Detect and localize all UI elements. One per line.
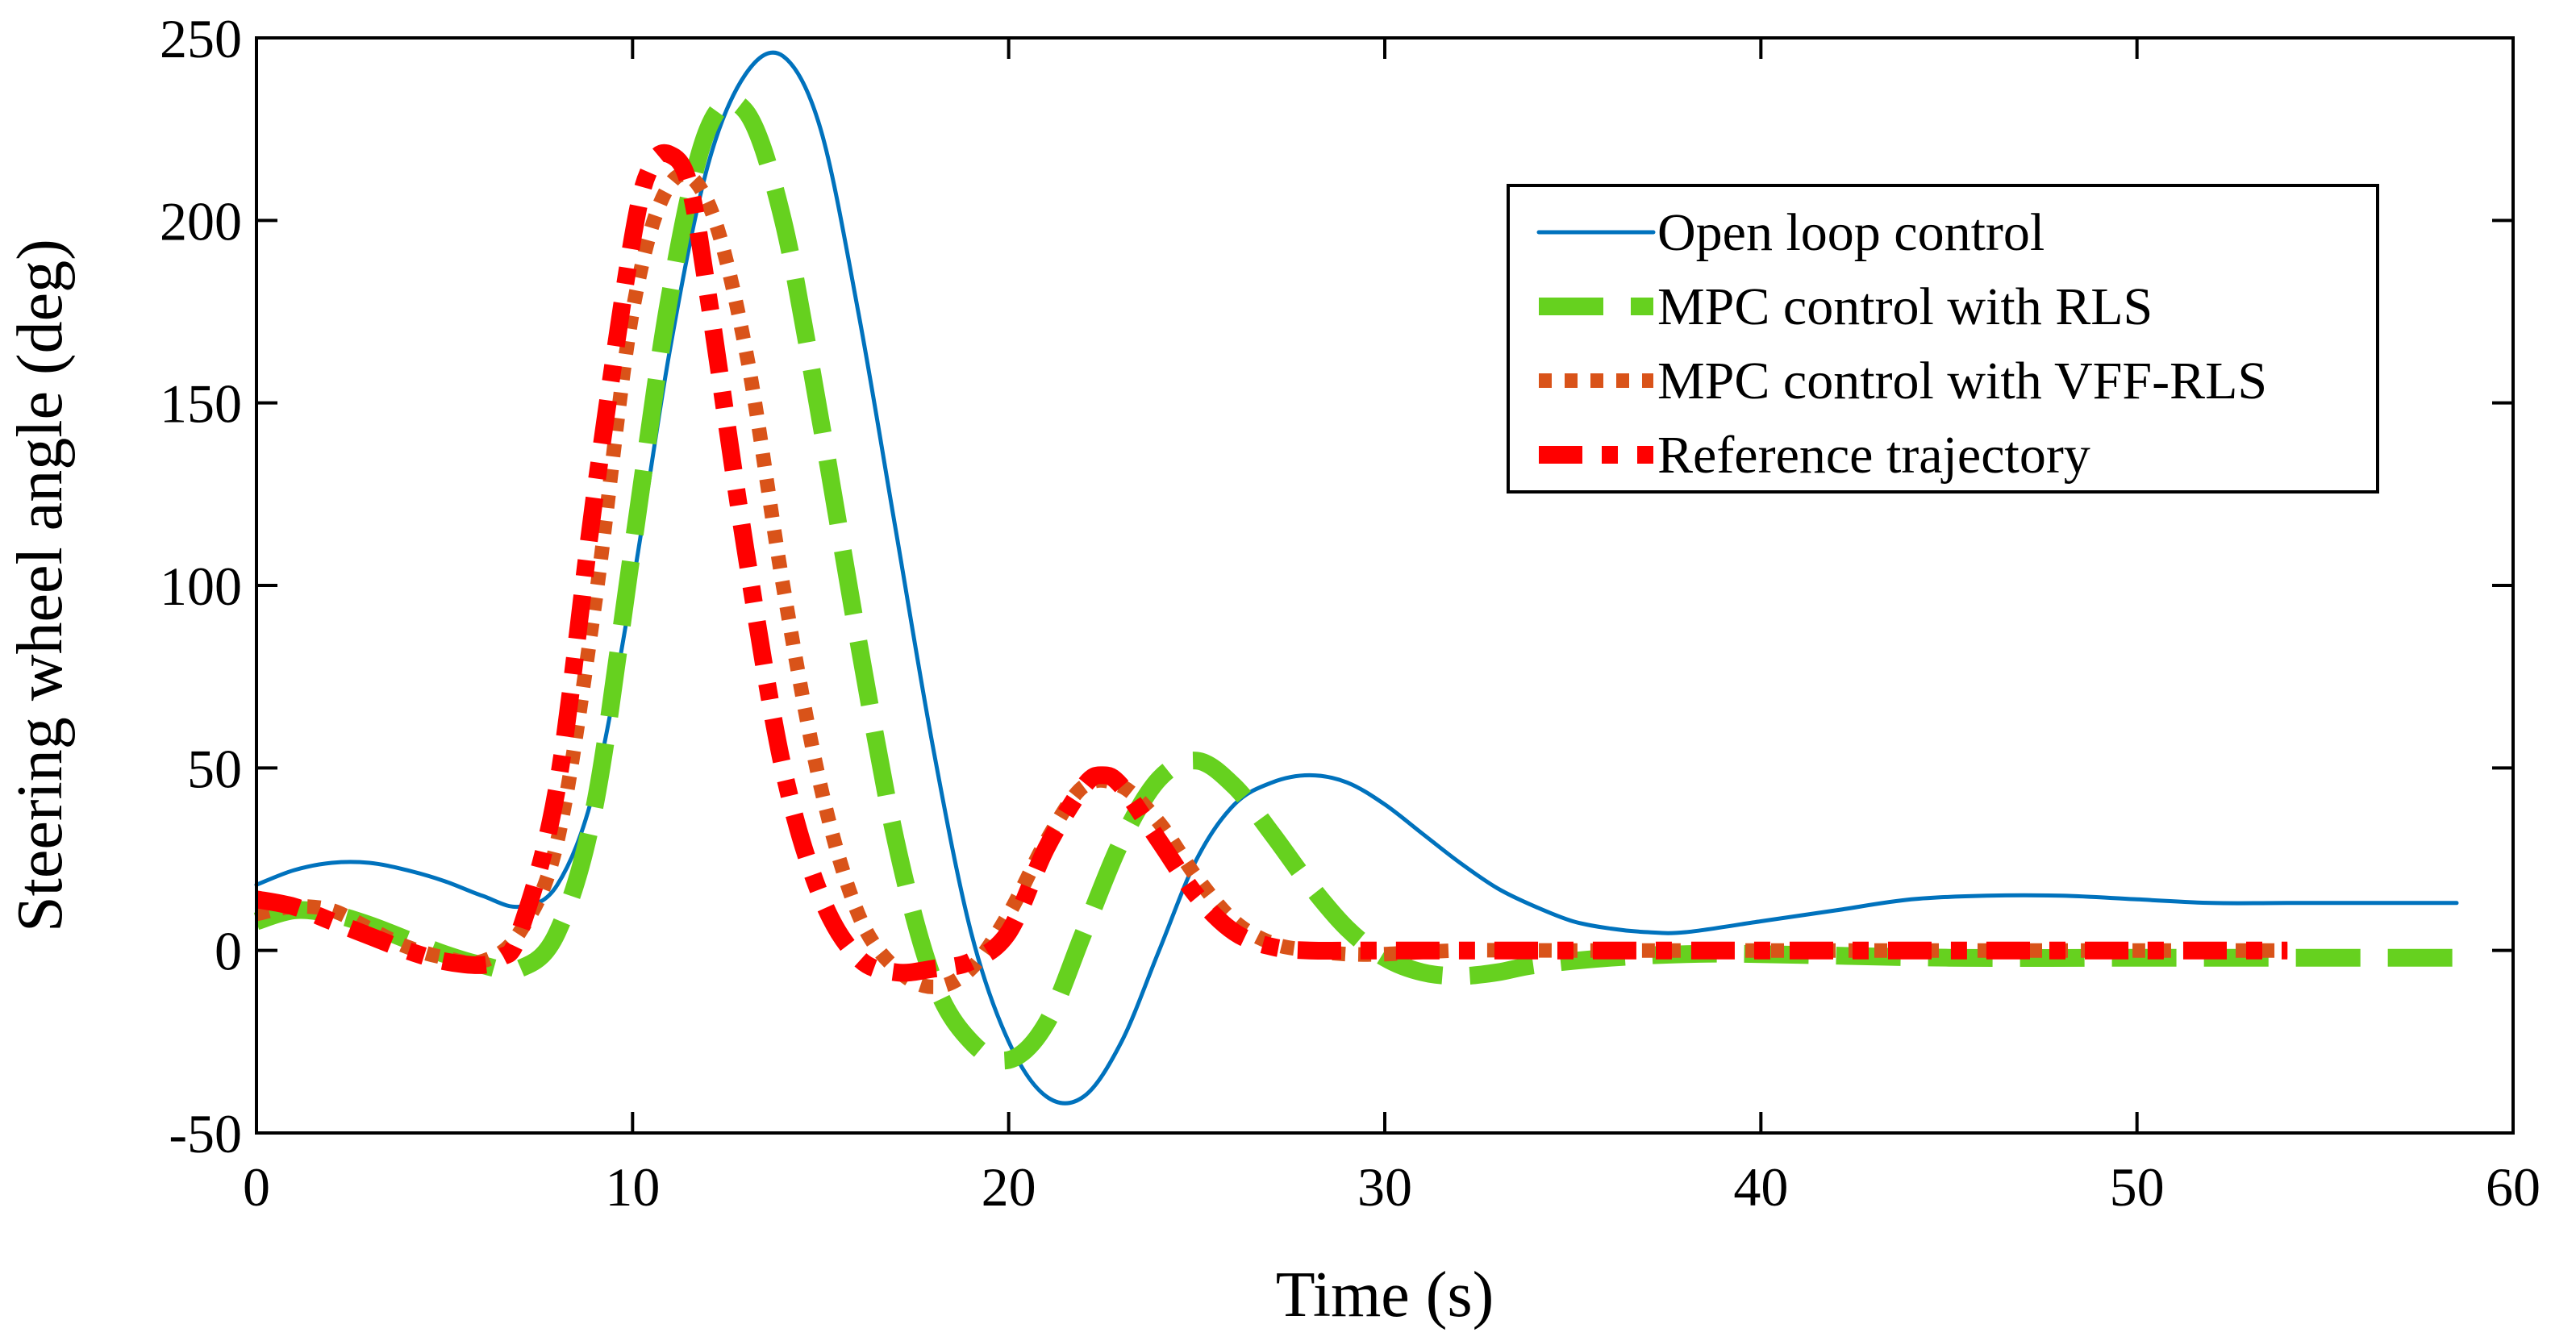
y-axis-title: Steering wheel angle (deg) xyxy=(5,239,76,932)
x-tick-label: 30 xyxy=(1357,1156,1412,1218)
x-axis-title: Time (s) xyxy=(1276,1260,1494,1331)
series-line-4 xyxy=(254,144,2288,982)
series-line-2 xyxy=(253,93,2457,1070)
x-tick-label: 10 xyxy=(605,1156,660,1218)
series-layer xyxy=(253,50,2459,1106)
x-tick-label: 60 xyxy=(2486,1156,2541,1218)
legend-label-2: MPC control with RLS xyxy=(1657,277,2153,336)
y-tick-label: 150 xyxy=(160,373,242,435)
legend-label-1: Open loop control xyxy=(1657,203,2045,262)
legend-label-3: MPC control with VFF-RLS xyxy=(1657,352,2267,410)
y-tick-label: 50 xyxy=(187,738,242,799)
legend: Open loop control MPC control with RLS MPC… xyxy=(1507,184,2379,494)
x-tick-label: 0 xyxy=(243,1156,270,1218)
y-tick-label: -50 xyxy=(169,1103,242,1164)
y-tick-label: 200 xyxy=(160,190,242,252)
x-tick-label: 40 xyxy=(1733,1156,1788,1218)
y-tick-label: 0 xyxy=(215,921,242,982)
y-tick-label: 250 xyxy=(160,8,242,69)
x-tick-label: 20 xyxy=(982,1156,1036,1218)
legend-label-4: Reference trajectory xyxy=(1657,426,2090,485)
legend-box xyxy=(1507,184,2379,494)
y-tick-label: 100 xyxy=(160,556,242,617)
x-tick-label: 50 xyxy=(2110,1156,2165,1218)
